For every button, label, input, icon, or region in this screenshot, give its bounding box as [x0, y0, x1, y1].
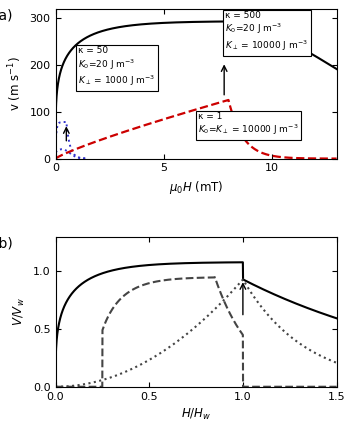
Text: κ = 1
$K_0$=$K_\perp$ = 10000 J m$^{-3}$: κ = 1 $K_0$=$K_\perp$ = 10000 J m$^{-3}$ [198, 112, 299, 137]
X-axis label: $\mu_0H$ (mT): $\mu_0H$ (mT) [169, 179, 223, 196]
Y-axis label: $V/V_w$: $V/V_w$ [12, 298, 27, 326]
Text: (b): (b) [0, 237, 14, 251]
Text: κ = 500
$K_0$=20 J m$^{-3}$
$K_\perp$ = 10000 J m$^{-3}$: κ = 500 $K_0$=20 J m$^{-3}$ $K_\perp$ = … [225, 11, 308, 53]
Text: (a): (a) [0, 8, 14, 23]
X-axis label: $H/H_w$: $H/H_w$ [181, 407, 211, 422]
Y-axis label: v (m s$^{-1}$): v (m s$^{-1}$) [6, 56, 24, 111]
Text: κ = 50
$K_0$=20 J m$^{-3}$
$K_\perp$ = 1000 J m$^{-3}$: κ = 50 $K_0$=20 J m$^{-3}$ $K_\perp$ = 1… [78, 46, 155, 88]
